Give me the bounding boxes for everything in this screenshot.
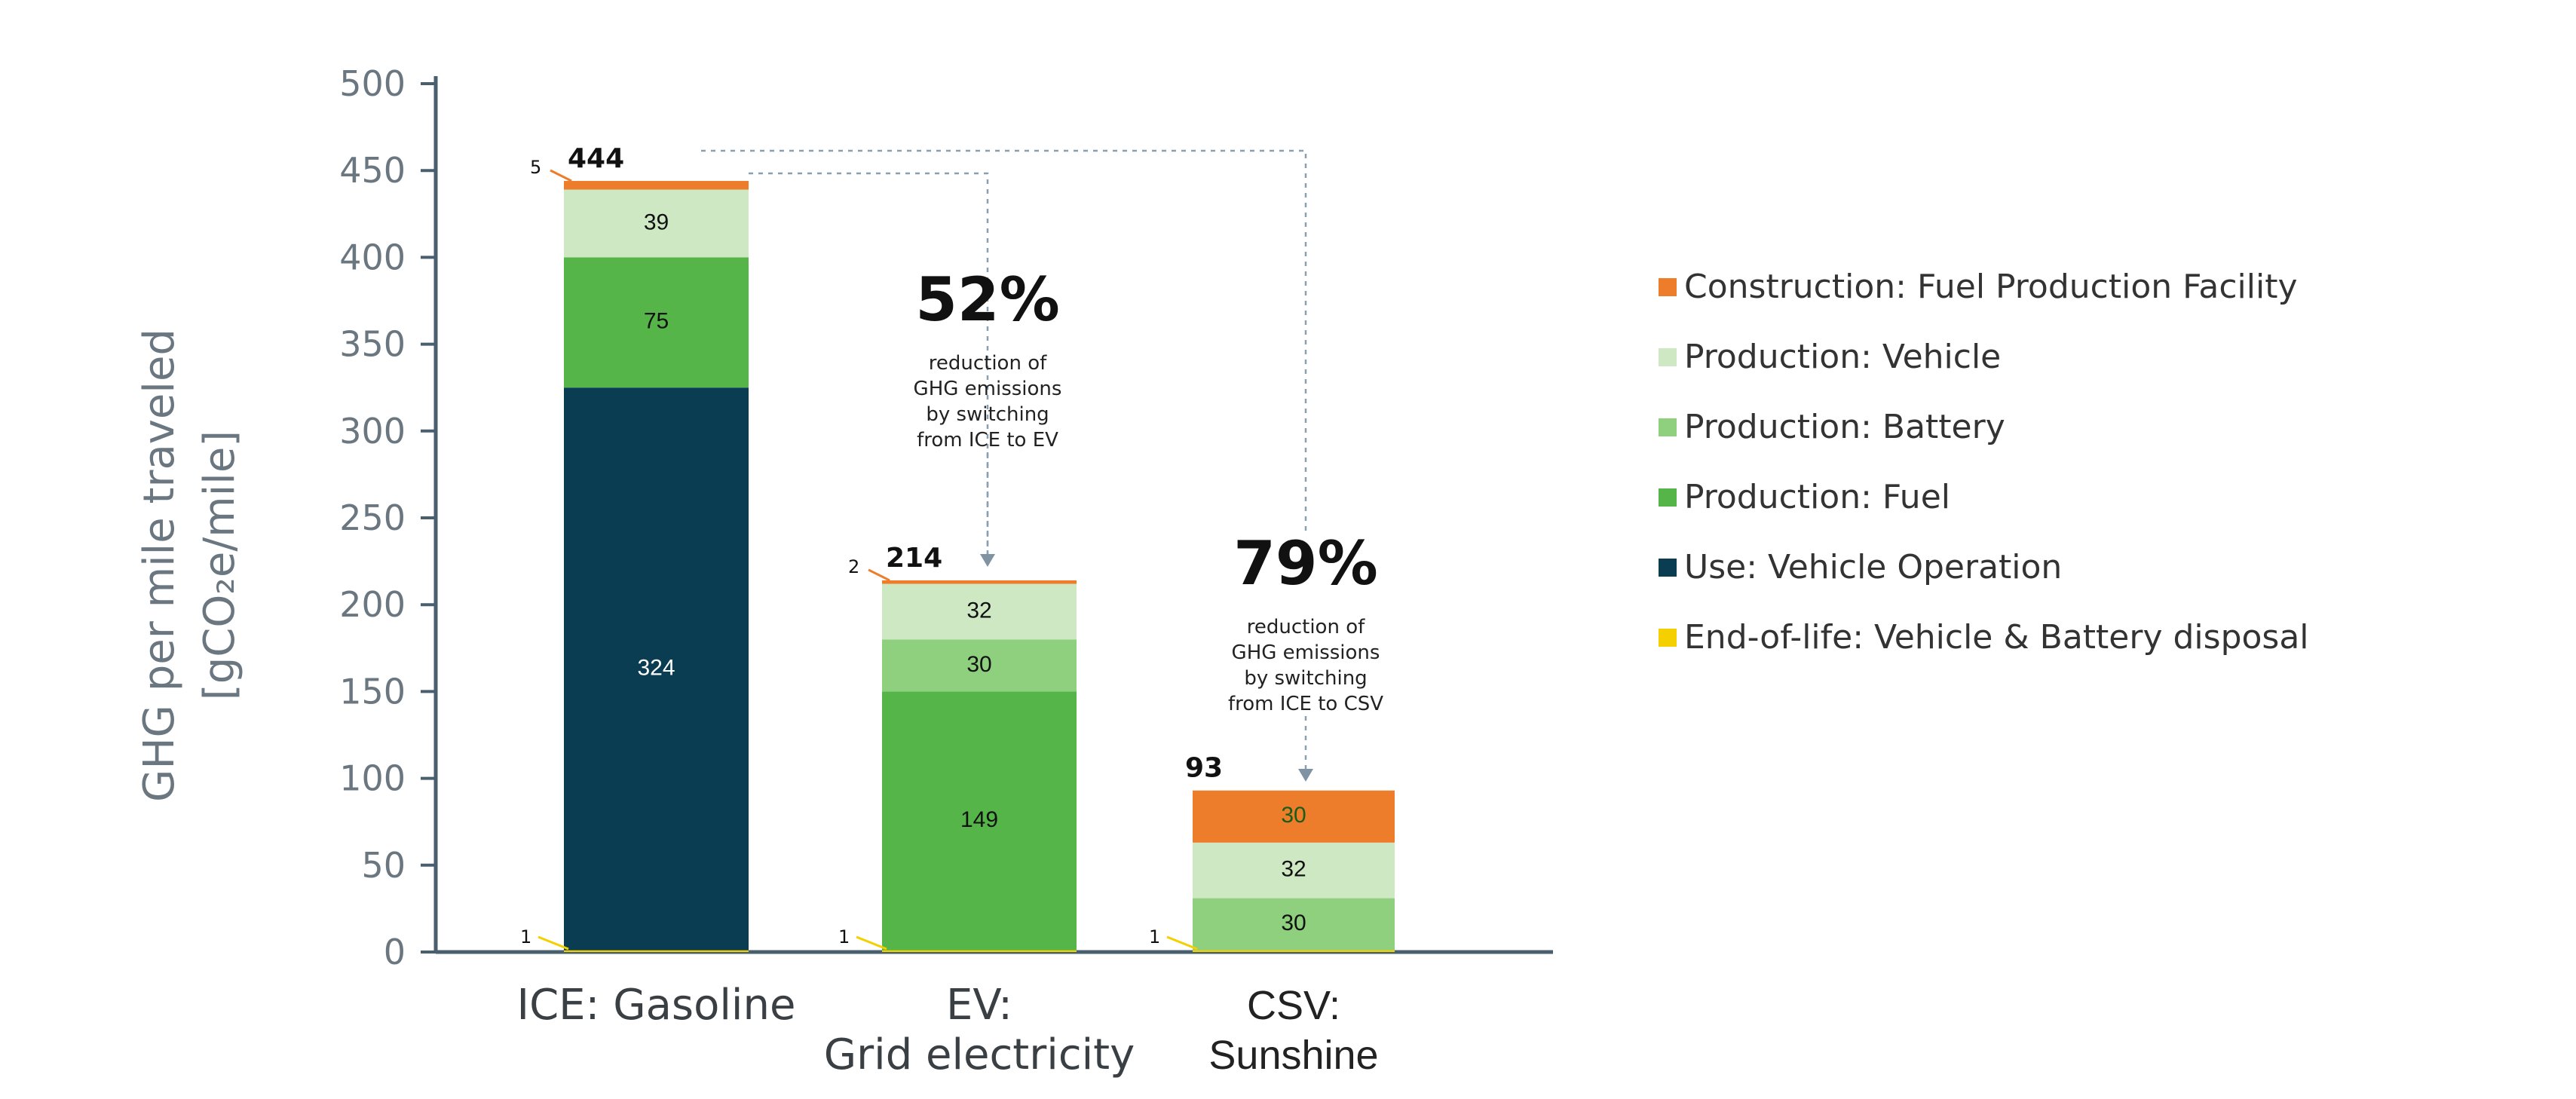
axis-layer: 0 50 100 150 200 250 300 350 400 450 500 GHG per mi… xyxy=(135,63,1553,1079)
segment-value-label: 324 xyxy=(637,655,675,680)
segment-value-label: 30 xyxy=(966,652,991,677)
reduction-percent: 52% xyxy=(915,265,1059,335)
arrow-ev xyxy=(980,554,995,567)
y-axis-title-line2: [gCO₂e/mile] xyxy=(195,430,244,700)
bottom-leader-line xyxy=(856,935,887,951)
y-tick-label-300: 300 xyxy=(339,411,406,452)
reduction-description-line: GHG emissions xyxy=(914,378,1062,400)
y-tick-label-100: 100 xyxy=(339,758,406,799)
y-tick-label-50: 50 xyxy=(361,845,406,886)
legend-entry: Use: Vehicle Operation xyxy=(1684,548,2062,586)
reduction-description-line: by switching xyxy=(926,403,1049,426)
category-label-line1: EV: xyxy=(946,981,1012,1030)
arrow-csv xyxy=(1298,769,1313,782)
category-label-line1: ICE: Gasoline xyxy=(517,981,796,1030)
bar-1-production-battery xyxy=(882,639,1077,692)
segment-value-label: 149 xyxy=(960,807,998,832)
bar-0-use-vehicle-operation xyxy=(564,387,749,951)
category-label-line2: Grid electricity xyxy=(824,1030,1135,1079)
reduction-description-line: from ICE to CSV xyxy=(1228,693,1383,715)
reduction-description-line: GHG emissions xyxy=(1232,641,1380,664)
bar-2-construction-fuel-production-facility xyxy=(1193,790,1395,843)
top-leader-line xyxy=(550,169,572,182)
legend: Construction: Fuel Production Facility Pr… xyxy=(1659,268,2309,657)
reduction-description-line: from ICE to EV xyxy=(917,429,1058,452)
y-tick-label-450: 450 xyxy=(339,150,406,191)
legend-swatch xyxy=(1659,629,1677,647)
bar-0-production-fuel xyxy=(564,257,749,388)
bars-layer: 324 75 39 444 5 1 149 30 32 214 2 1 30 32 30 93 1 xyxy=(520,143,1395,952)
segment-value-label: 30 xyxy=(1281,803,1306,828)
bottom-leader-line xyxy=(538,935,569,951)
bar-total-label: 214 xyxy=(886,543,942,574)
top-leader-line xyxy=(868,568,890,582)
category-label-line1: CSV: xyxy=(1247,983,1340,1028)
legend-entry: Production: Battery xyxy=(1684,408,2005,446)
bar-total-label: 444 xyxy=(568,143,624,174)
top-small-label: 2 xyxy=(848,556,859,577)
y-axis-title-line1: GHG per mile traveled xyxy=(135,329,184,802)
annotation-layer: 52% reduction of GHG emissions by switching… xyxy=(701,149,1383,782)
bottom-leader-line xyxy=(1166,935,1198,951)
legend-swatch xyxy=(1659,559,1677,577)
legend-entry: Construction: Fuel Production Facility xyxy=(1684,268,2298,306)
y-tick-label-500: 500 xyxy=(339,63,406,104)
y-tick-label-250: 250 xyxy=(339,497,406,538)
connector-ice-ev xyxy=(749,172,989,558)
bar-total-label: 93 xyxy=(1185,753,1223,784)
y-axis-title: GHG per mile traveled [gCO₂e/mile] xyxy=(135,329,244,802)
reduction-description-line: reduction of xyxy=(929,352,1047,375)
bar-1-production-vehicle xyxy=(882,583,1077,640)
legend-swatch xyxy=(1659,488,1677,507)
y-tick-label-350: 350 xyxy=(339,324,406,365)
bar-2-end-of-life-vehicle-battery-disposal xyxy=(1193,950,1395,952)
legend-entry: End-of-life: Vehicle & Battery disposal xyxy=(1684,618,2309,657)
connector-ice-csv xyxy=(701,149,1307,532)
y-tick-label-0: 0 xyxy=(384,932,406,972)
bar-2-production-battery xyxy=(1193,898,1395,951)
legend-entry: Production: Fuel xyxy=(1684,478,1950,516)
bar-0-end-of-life-vehicle-battery-disposal xyxy=(564,950,749,952)
bottom-small-label: 1 xyxy=(1149,926,1160,947)
segment-value-label: 32 xyxy=(1281,857,1306,882)
bar-1-end-of-life-vehicle-battery-disposal xyxy=(882,950,1077,952)
legend-swatch xyxy=(1659,348,1677,366)
segment-value-label: 32 xyxy=(966,598,991,623)
y-tick-label-150: 150 xyxy=(339,671,406,712)
legend-swatch xyxy=(1659,278,1677,296)
bottom-small-label: 1 xyxy=(838,926,850,947)
y-tick-label-200: 200 xyxy=(339,584,406,625)
legend-entry: Production: Vehicle xyxy=(1684,338,2001,376)
bar-0-production-vehicle xyxy=(564,189,749,258)
reduction-description-line: reduction of xyxy=(1247,616,1365,638)
bar-1-construction-fuel-production-facility xyxy=(882,580,1077,584)
bar-2-production-vehicle xyxy=(1193,842,1395,898)
segment-value-label: 39 xyxy=(644,210,669,234)
bar-0-construction-fuel-production-facility xyxy=(564,181,749,190)
reduction-percent: 79% xyxy=(1233,528,1377,598)
bottom-small-label: 1 xyxy=(520,926,531,947)
top-small-label: 5 xyxy=(530,157,541,178)
y-tick-label-400: 400 xyxy=(339,237,406,277)
category-label-line2: Sunshine xyxy=(1208,1033,1378,1078)
legend-swatch xyxy=(1659,418,1677,436)
segment-value-label: 30 xyxy=(1281,911,1306,935)
bar-1-production-fuel xyxy=(882,691,1077,951)
segment-value-label: 75 xyxy=(644,309,669,334)
reduction-description-line: by switching xyxy=(1244,667,1367,690)
